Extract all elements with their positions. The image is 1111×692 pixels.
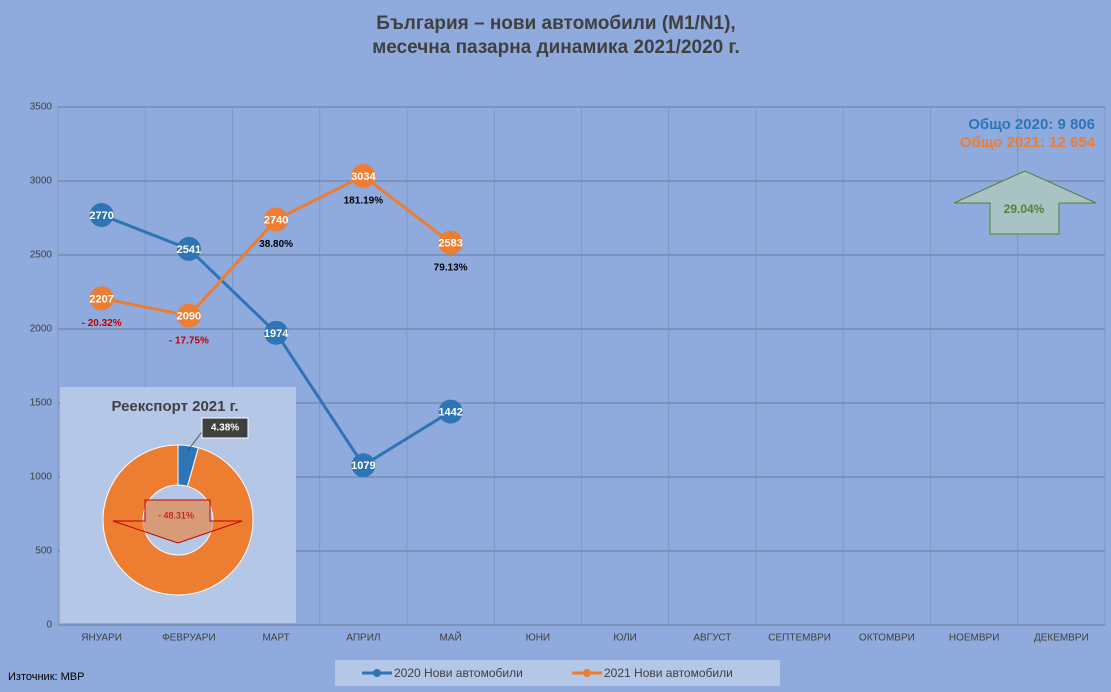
donut-segment bbox=[102, 444, 254, 596]
data-label: 1442 bbox=[438, 406, 462, 418]
legend-label: 2021 Нови автомобили bbox=[604, 666, 733, 680]
change-label: 181.19% bbox=[344, 196, 384, 207]
data-label: 2090 bbox=[177, 311, 201, 323]
source: Източник: МВР bbox=[8, 671, 84, 683]
total-label: Общо 2021: 12 654 bbox=[960, 134, 1096, 151]
point bbox=[176, 303, 201, 328]
y-tick-label: 500 bbox=[35, 546, 52, 557]
y-tick-label: 0 bbox=[46, 620, 52, 631]
x-tick-label: АВГУСТ bbox=[693, 633, 731, 644]
x-tick-label: АПРИЛ bbox=[346, 633, 380, 644]
point bbox=[89, 286, 114, 311]
data-label: 2740 bbox=[264, 214, 288, 226]
chart-title: България – нови автомобили (M1/N1), bbox=[376, 13, 735, 34]
data-label: 2583 bbox=[438, 238, 462, 250]
x-tick-label: ЯНУАРИ bbox=[81, 633, 122, 644]
donut-label: 4.38% bbox=[211, 423, 239, 434]
data-label: 1974 bbox=[264, 328, 289, 340]
x-tick-label: НОЕМВРИ bbox=[949, 633, 1000, 644]
point bbox=[438, 399, 463, 424]
label-box bbox=[201, 417, 249, 439]
change-label: - 20.32% bbox=[82, 318, 122, 329]
up-arrow bbox=[953, 170, 1097, 235]
point bbox=[351, 453, 376, 478]
data-label: 2770 bbox=[89, 210, 113, 222]
x-tick-label: ОКТОМВРИ bbox=[859, 633, 915, 644]
x-tick-label: СЕПТЕМВРИ bbox=[768, 633, 831, 644]
data-label: 2207 bbox=[89, 293, 113, 305]
x-tick-label: МАРТ bbox=[262, 633, 289, 644]
data-label: 2541 bbox=[177, 244, 201, 256]
point bbox=[176, 236, 201, 261]
legend-box bbox=[335, 660, 780, 686]
x-tick-label: ФЕВРУАРИ bbox=[162, 633, 216, 644]
down-arrow bbox=[112, 499, 243, 544]
point bbox=[438, 230, 463, 255]
y-tick-label: 3000 bbox=[30, 176, 53, 187]
change-label: 79.13% bbox=[434, 262, 468, 273]
change-value: 29.04% bbox=[1004, 202, 1045, 216]
y-tick-label: 3500 bbox=[30, 102, 53, 113]
donut-change: - 48.31% bbox=[158, 510, 194, 520]
data-label: 3034 bbox=[351, 171, 376, 183]
total-label: Общо 2020: 9 806 bbox=[968, 116, 1095, 133]
x-tick-label: МАЙ bbox=[440, 631, 462, 644]
y-tick-label: 2500 bbox=[30, 250, 53, 261]
point bbox=[264, 207, 289, 232]
y-tick-label: 1500 bbox=[30, 398, 53, 409]
point bbox=[89, 203, 114, 228]
change-label: - 17.75% bbox=[169, 335, 209, 346]
y-tick-label: 1000 bbox=[30, 472, 53, 483]
legend-marker bbox=[583, 669, 591, 677]
chart-title: месечна пазарна динамика 2021/2020 г. bbox=[372, 37, 740, 58]
legend-marker bbox=[373, 669, 381, 677]
data-label: 1079 bbox=[351, 460, 375, 472]
x-tick-label: ЮНИ bbox=[526, 633, 551, 644]
point bbox=[351, 163, 376, 188]
point bbox=[264, 320, 289, 345]
y-tick-label: 2000 bbox=[30, 324, 53, 335]
inset-title: Реекспорт 2021 г. bbox=[111, 398, 238, 415]
change-label: 38.80% bbox=[259, 239, 293, 250]
x-tick-label: ДЕКЕМВРИ bbox=[1034, 633, 1089, 644]
x-tick-label: ЮЛИ bbox=[613, 633, 636, 644]
legend-label: 2020 Нови автомобили bbox=[394, 666, 523, 680]
